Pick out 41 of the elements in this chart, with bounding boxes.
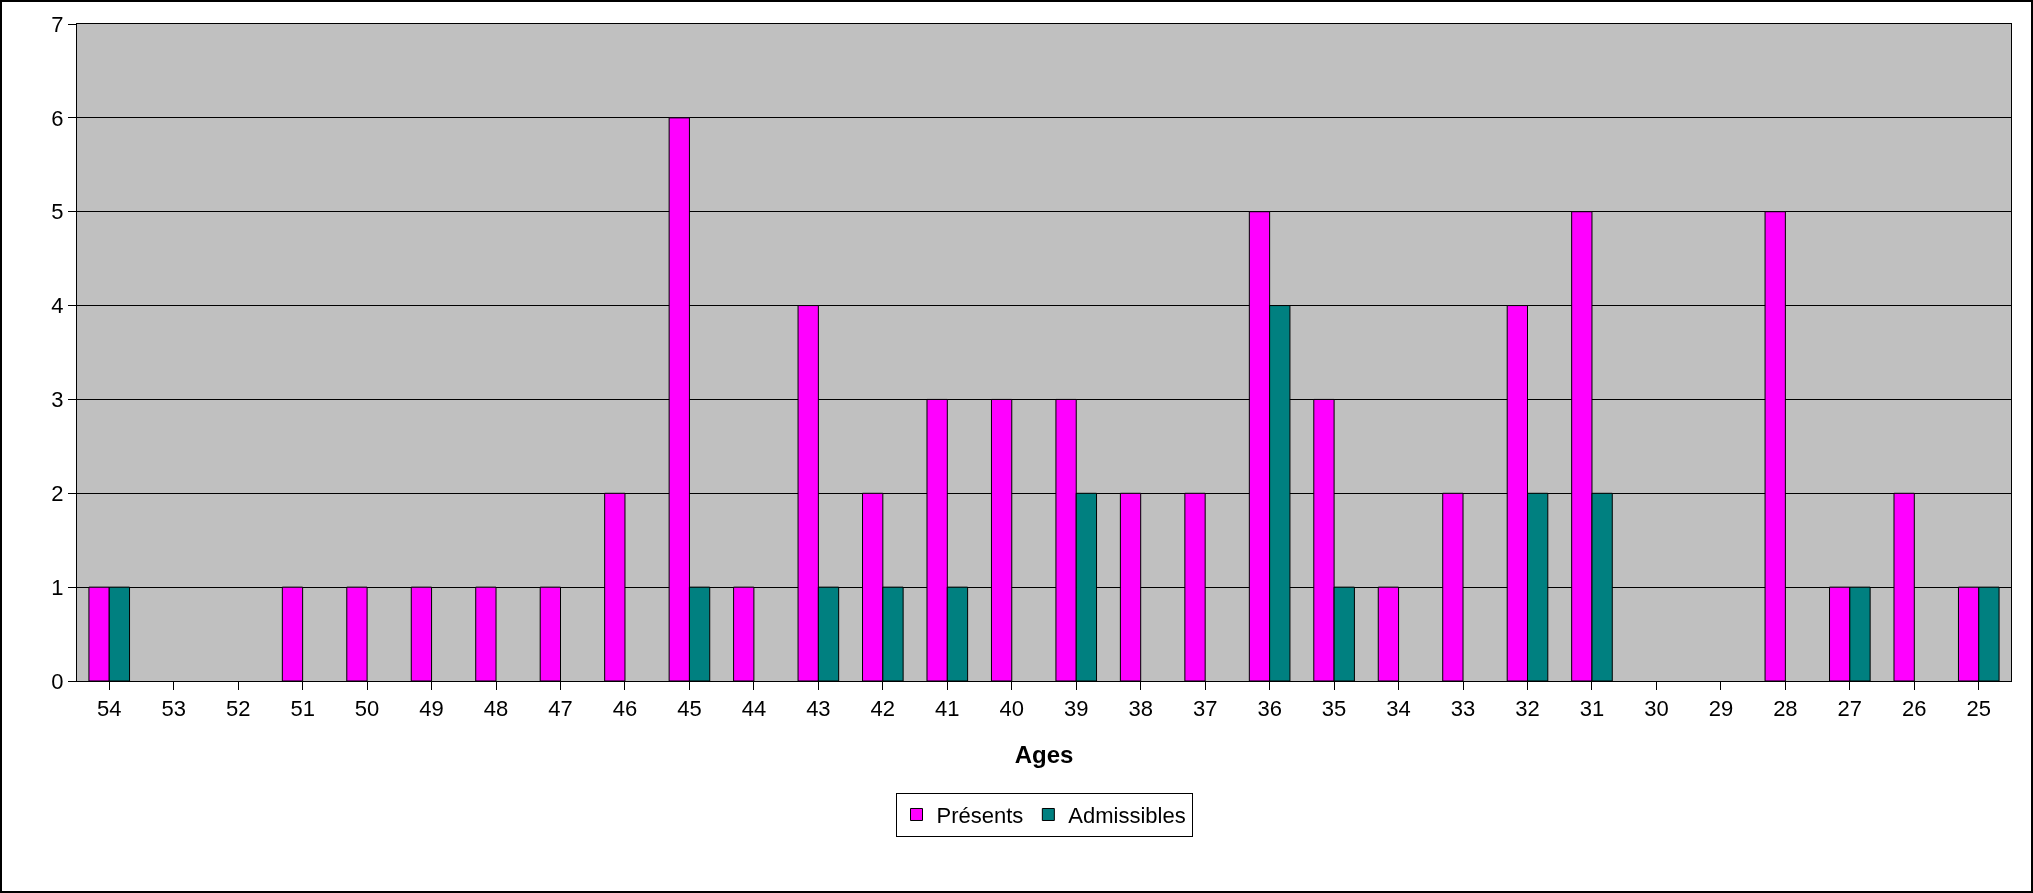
x-tick-label: 25 — [1966, 696, 1992, 722]
x-tick-label: 29 — [1708, 696, 1734, 722]
y-tick-label: 3 — [51, 387, 64, 413]
x-tick-label: 54 — [96, 696, 122, 722]
x-tick-label: 43 — [806, 696, 831, 722]
legend-label: Présents — [936, 803, 1024, 829]
x-tick-label: 35 — [1321, 696, 1347, 722]
x-tick-label: 31 — [1579, 696, 1605, 722]
x-tick-label: 50 — [354, 696, 380, 722]
y-tick-label: 7 — [51, 11, 64, 37]
x-tick-label: 40 — [999, 696, 1025, 722]
x-tick-label: 30 — [1644, 696, 1669, 722]
x-tick-label: 45 — [677, 696, 702, 722]
legend-label: Admissibles — [1068, 803, 1186, 829]
x-tick-label: 44 — [741, 696, 767, 722]
x-tick-label: 42 — [870, 696, 896, 722]
x-tick-label: 33 — [1450, 696, 1476, 722]
x-tick-label: 53 — [161, 696, 186, 722]
x-tick-label: 41 — [935, 696, 960, 722]
x-tick-label: 28 — [1773, 696, 1798, 722]
x-tick-label: 49 — [419, 696, 444, 722]
x-tick-label: 36 — [1257, 696, 1282, 722]
x-tick-label: 48 — [483, 696, 509, 722]
y-tick-label: 2 — [51, 480, 64, 506]
x-tick-label: 37 — [1192, 696, 1218, 722]
x-tick-label: 47 — [548, 696, 573, 722]
y-tick-label: 0 — [51, 668, 64, 694]
y-tick-label: 1 — [51, 574, 64, 600]
x-tick-label: 32 — [1515, 696, 1540, 722]
x-tick-label: 46 — [612, 696, 638, 722]
x-axis-title: Ages — [1014, 740, 1074, 768]
x-tick-label: 51 — [290, 696, 315, 722]
x-tick-label: 27 — [1837, 696, 1863, 722]
x-tick-label: 52 — [225, 696, 251, 722]
y-tick-label: 4 — [51, 293, 64, 319]
x-tick-label: 38 — [1128, 696, 1153, 722]
x-tick-label: 26 — [1902, 696, 1927, 722]
x-tick-label: 34 — [1386, 696, 1411, 722]
y-tick-label: 5 — [51, 199, 64, 225]
y-tick-label: 6 — [51, 105, 64, 131]
x-tick-label: 39 — [1063, 696, 1089, 722]
